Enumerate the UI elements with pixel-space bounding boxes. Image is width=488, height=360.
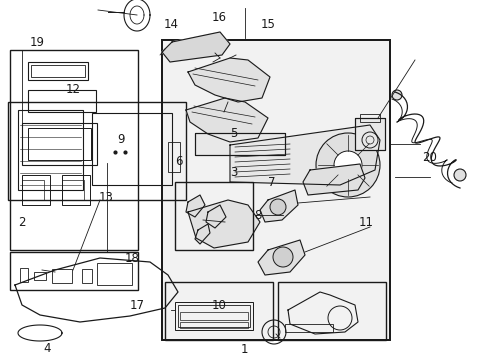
Bar [28, 62, 88, 80]
Bar [20, 268, 28, 282]
Circle shape [453, 169, 465, 181]
Circle shape [272, 247, 292, 267]
Bar [97, 263, 132, 285]
Text: 4: 4 [43, 342, 51, 355]
Bar [278, 282, 385, 340]
Text: 5: 5 [229, 127, 237, 140]
Text: 1: 1 [240, 343, 248, 356]
Text: 9: 9 [117, 133, 125, 146]
Bar [62, 175, 90, 205]
Polygon shape [195, 224, 209, 244]
Text: 18: 18 [124, 252, 139, 265]
Bar [354, 118, 384, 150]
Bar [22, 123, 97, 165]
Bar [22, 175, 50, 205]
Bar [28, 90, 96, 112]
Bar [164, 282, 272, 340]
Text: 6: 6 [174, 155, 182, 168]
Text: 14: 14 [163, 18, 178, 31]
Polygon shape [187, 200, 260, 248]
Bar [175, 302, 252, 330]
Polygon shape [187, 58, 269, 102]
Bar [22, 180, 44, 200]
Bar [195, 133, 285, 155]
Text: 12: 12 [66, 83, 81, 96]
Bar [359, 114, 379, 122]
Text: 8: 8 [254, 209, 262, 222]
Bar [28, 128, 91, 160]
Bar [162, 40, 389, 340]
Circle shape [333, 151, 361, 179]
Text: 16: 16 [211, 11, 226, 24]
Bar [354, 118, 384, 150]
Bar [175, 182, 252, 250]
Bar [10, 252, 138, 290]
Text: 19: 19 [29, 36, 44, 49]
Bar [8, 102, 185, 200]
Bar [34, 272, 46, 280]
Circle shape [269, 199, 285, 215]
Bar [52, 269, 72, 283]
Text: 10: 10 [211, 299, 226, 312]
Circle shape [315, 133, 379, 197]
Polygon shape [229, 125, 379, 185]
Bar [10, 50, 138, 250]
Bar [168, 142, 180, 172]
Bar [31, 65, 85, 77]
Polygon shape [185, 98, 267, 142]
Bar [62, 180, 84, 200]
Text: 3: 3 [229, 166, 237, 179]
Bar [178, 305, 249, 327]
Bar [285, 324, 332, 332]
Bar [162, 40, 389, 340]
Text: 11: 11 [358, 216, 372, 229]
Text: 7: 7 [267, 176, 275, 189]
Text: 20: 20 [421, 151, 436, 164]
Polygon shape [205, 205, 225, 228]
Polygon shape [162, 32, 229, 62]
Text: 13: 13 [99, 191, 114, 204]
Polygon shape [258, 240, 305, 275]
Polygon shape [303, 164, 364, 195]
Bar [92, 113, 172, 185]
Text: 17: 17 [129, 299, 144, 312]
Bar [180, 322, 247, 328]
Bar [180, 312, 247, 320]
Polygon shape [185, 195, 204, 217]
Text: 15: 15 [260, 18, 275, 31]
Text: 2: 2 [18, 216, 26, 229]
Bar [18, 110, 83, 190]
Bar [195, 133, 285, 155]
Bar [82, 269, 92, 283]
Circle shape [391, 90, 401, 100]
Polygon shape [260, 190, 297, 222]
